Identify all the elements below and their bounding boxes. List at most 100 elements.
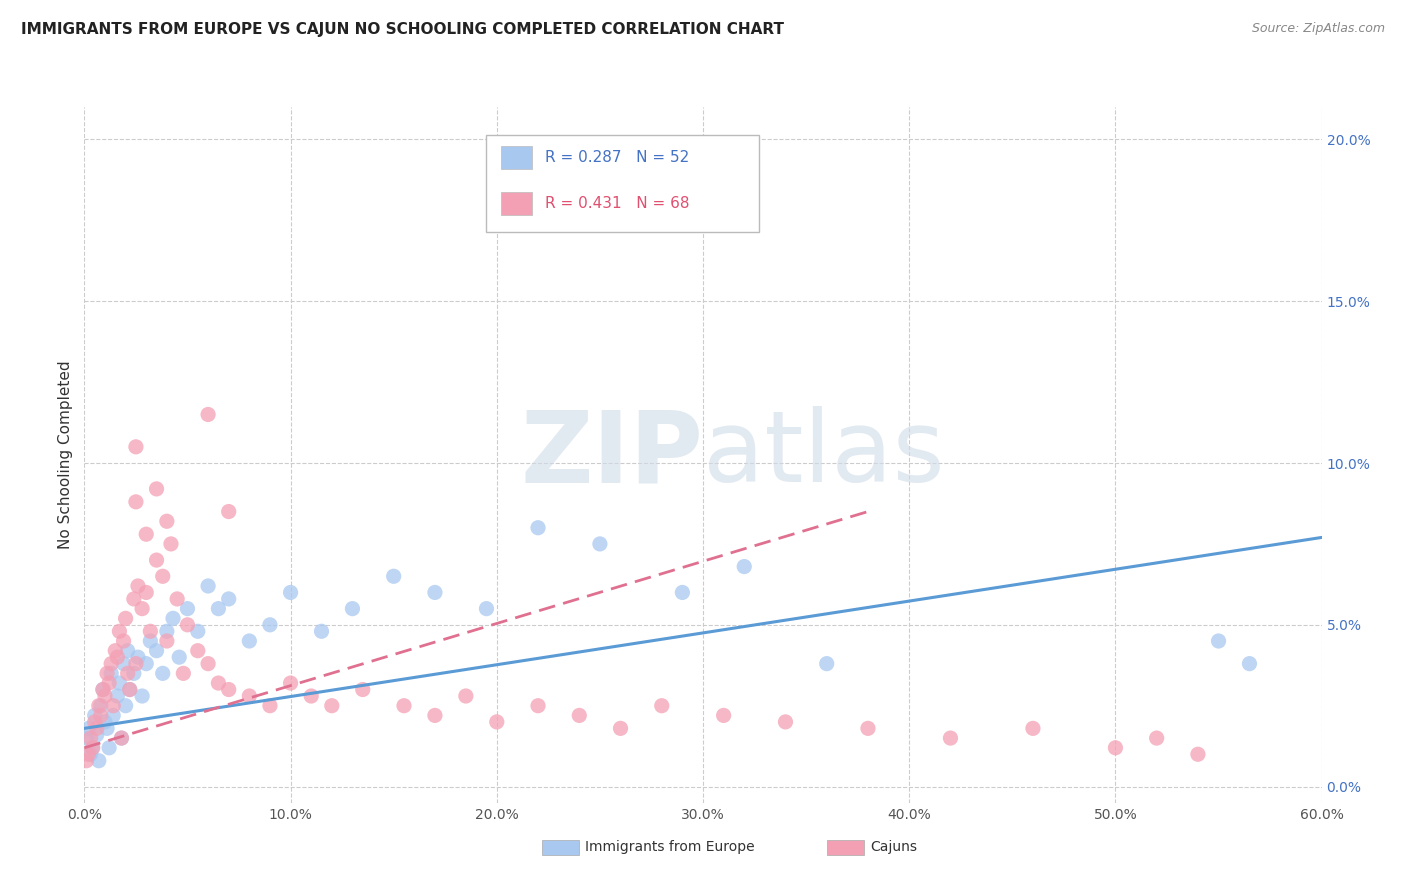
Point (98, 676, 121, 690)
Text: R = 0.287   N = 52: R = 0.287 N = 52 (544, 150, 689, 165)
Point (280, 585, 302, 599)
Point (527, 521, 550, 535)
Point (238, 634, 260, 648)
Point (259, 698, 281, 713)
Point (939, 731, 962, 745)
Point (118, 682, 141, 697)
Point (568, 708, 591, 723)
Point (96, 722, 118, 736)
Text: ZIP: ZIP (520, 407, 703, 503)
Point (117, 643, 139, 657)
Point (423, 585, 446, 599)
Point (311, 624, 333, 639)
Point (671, 585, 693, 599)
Point (527, 698, 550, 713)
Point (77, 722, 100, 736)
Point (127, 579, 149, 593)
Point (1208, 634, 1230, 648)
Point (108, 676, 131, 690)
Point (114, 611, 136, 625)
Point (125, 495, 148, 509)
Point (145, 643, 167, 657)
Bar (543, 839, 579, 855)
Point (733, 559, 755, 574)
Point (172, 666, 194, 681)
Point (485, 714, 508, 729)
Point (131, 689, 153, 703)
Point (79, 731, 101, 745)
Point (207, 601, 229, 615)
Point (352, 682, 374, 697)
Point (75, 754, 97, 768)
Point (1239, 657, 1261, 671)
Point (112, 634, 135, 648)
Point (139, 624, 162, 639)
FancyBboxPatch shape (486, 135, 759, 232)
Point (100, 666, 122, 681)
Text: R = 0.431   N = 68: R = 0.431 N = 68 (544, 196, 689, 211)
Point (630, 213, 652, 227)
Point (218, 504, 240, 518)
Point (87, 754, 110, 768)
Point (166, 591, 188, 606)
Point (103, 698, 125, 713)
Point (651, 698, 673, 713)
Point (152, 569, 174, 583)
Point (1187, 747, 1209, 762)
Point (187, 624, 209, 639)
Point (90, 708, 112, 723)
Point (94, 689, 117, 703)
Point (114, 698, 136, 713)
Point (321, 698, 343, 713)
Text: Cajuns: Cajuns (870, 840, 917, 855)
Point (110, 731, 132, 745)
Point (90, 698, 112, 713)
Y-axis label: No Schooling Completed: No Schooling Completed (58, 360, 73, 549)
Point (280, 676, 302, 690)
Point (145, 482, 167, 496)
Point (167, 650, 190, 665)
Point (135, 657, 157, 671)
Point (856, 722, 879, 736)
Point (75, 731, 97, 745)
Point (103, 708, 125, 723)
Point (91, 682, 114, 697)
Point (197, 579, 219, 593)
Point (207, 676, 229, 690)
Point (475, 601, 498, 615)
Point (218, 682, 240, 697)
Point (82, 740, 104, 755)
Point (176, 601, 198, 615)
Point (713, 708, 735, 723)
Point (1104, 740, 1126, 755)
Point (91, 682, 114, 697)
Point (187, 643, 209, 657)
Point (160, 537, 183, 551)
Point (1146, 731, 1168, 745)
Point (117, 666, 139, 681)
Point (156, 624, 179, 639)
Point (139, 634, 162, 648)
Point (299, 689, 322, 703)
Point (82, 740, 104, 755)
Point (105, 650, 128, 665)
Point (609, 722, 631, 736)
Point (342, 601, 364, 615)
Point (118, 682, 141, 697)
Bar (827, 839, 863, 855)
Point (79, 747, 101, 762)
Point (162, 611, 184, 625)
Point (112, 657, 135, 671)
Point (775, 714, 797, 729)
Point (135, 527, 157, 541)
Point (125, 440, 148, 454)
Point (218, 591, 240, 606)
Point (83, 714, 105, 729)
Point (98, 740, 121, 755)
Point (197, 657, 219, 671)
Point (110, 731, 132, 745)
Point (1022, 722, 1045, 736)
Point (108, 624, 131, 639)
Point (104, 643, 127, 657)
Point (122, 591, 145, 606)
